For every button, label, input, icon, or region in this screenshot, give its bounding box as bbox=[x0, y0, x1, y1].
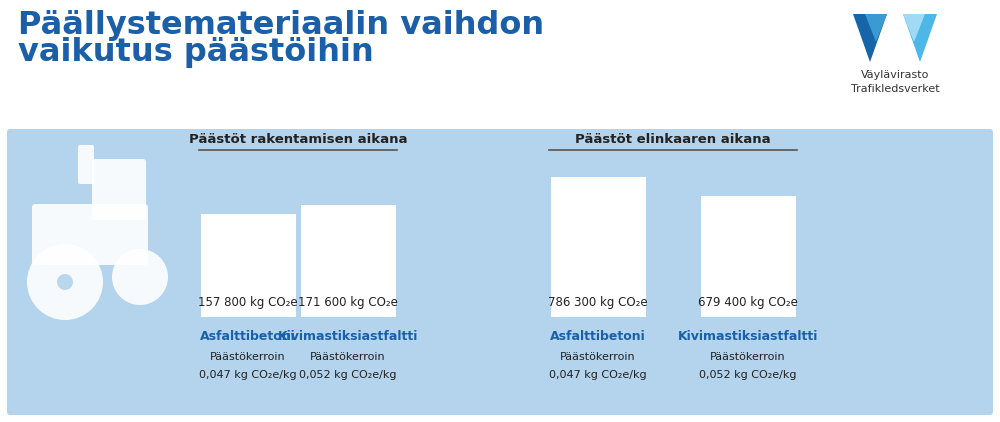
Bar bbox=[301, 205, 396, 317]
Text: Kivimastiksiastfaltti: Kivimastiksiastfaltti bbox=[278, 330, 418, 343]
Text: vaikutus päästöihin: vaikutus päästöihin bbox=[18, 37, 374, 68]
Text: Kivimastiksiastfaltti: Kivimastiksiastfaltti bbox=[678, 330, 818, 343]
Text: Asfalttibetoni: Asfalttibetoni bbox=[200, 330, 296, 343]
Bar bbox=[701, 196, 796, 317]
Circle shape bbox=[112, 249, 168, 305]
Text: 679 400 kg CO₂e: 679 400 kg CO₂e bbox=[698, 296, 798, 309]
Bar bbox=[551, 177, 646, 317]
FancyBboxPatch shape bbox=[78, 145, 94, 184]
Polygon shape bbox=[853, 14, 887, 62]
Text: Päällystemateriaalin vaihdon: Päällystemateriaalin vaihdon bbox=[18, 10, 544, 41]
FancyBboxPatch shape bbox=[7, 129, 993, 415]
Text: Päästökerroin: Päästökerroin bbox=[210, 352, 286, 362]
Text: Trafikledsverket: Trafikledsverket bbox=[851, 84, 939, 94]
Polygon shape bbox=[903, 14, 925, 42]
Text: 786 300 kg CO₂e: 786 300 kg CO₂e bbox=[548, 296, 648, 309]
Circle shape bbox=[27, 244, 103, 320]
Circle shape bbox=[57, 274, 73, 290]
FancyBboxPatch shape bbox=[32, 204, 148, 265]
Text: Päästökerroin: Päästökerroin bbox=[310, 352, 386, 362]
Polygon shape bbox=[903, 14, 937, 62]
Text: 0,052 kg CO₂e/kg: 0,052 kg CO₂e/kg bbox=[699, 370, 797, 380]
Text: Päästökerroin: Päästökerroin bbox=[560, 352, 636, 362]
Polygon shape bbox=[865, 14, 887, 42]
Bar bbox=[201, 214, 296, 317]
Text: 0,047 kg CO₂e/kg: 0,047 kg CO₂e/kg bbox=[549, 370, 647, 380]
FancyBboxPatch shape bbox=[92, 159, 146, 220]
Text: 157 800 kg CO₂e: 157 800 kg CO₂e bbox=[198, 296, 298, 309]
Text: Päästöt elinkaaren aikana: Päästöt elinkaaren aikana bbox=[575, 133, 771, 146]
Text: Päästökerroin: Päästökerroin bbox=[710, 352, 786, 362]
Text: 0,052 kg CO₂e/kg: 0,052 kg CO₂e/kg bbox=[299, 370, 397, 380]
Text: Päästöt rakentamisen aikana: Päästöt rakentamisen aikana bbox=[189, 133, 407, 146]
Text: 171 600 kg CO₂e: 171 600 kg CO₂e bbox=[298, 296, 398, 309]
Text: 0,047 kg CO₂e/kg: 0,047 kg CO₂e/kg bbox=[199, 370, 297, 380]
Text: Asfalttibetoni: Asfalttibetoni bbox=[550, 330, 646, 343]
Text: Väylävirasto: Väylävirasto bbox=[861, 70, 929, 80]
